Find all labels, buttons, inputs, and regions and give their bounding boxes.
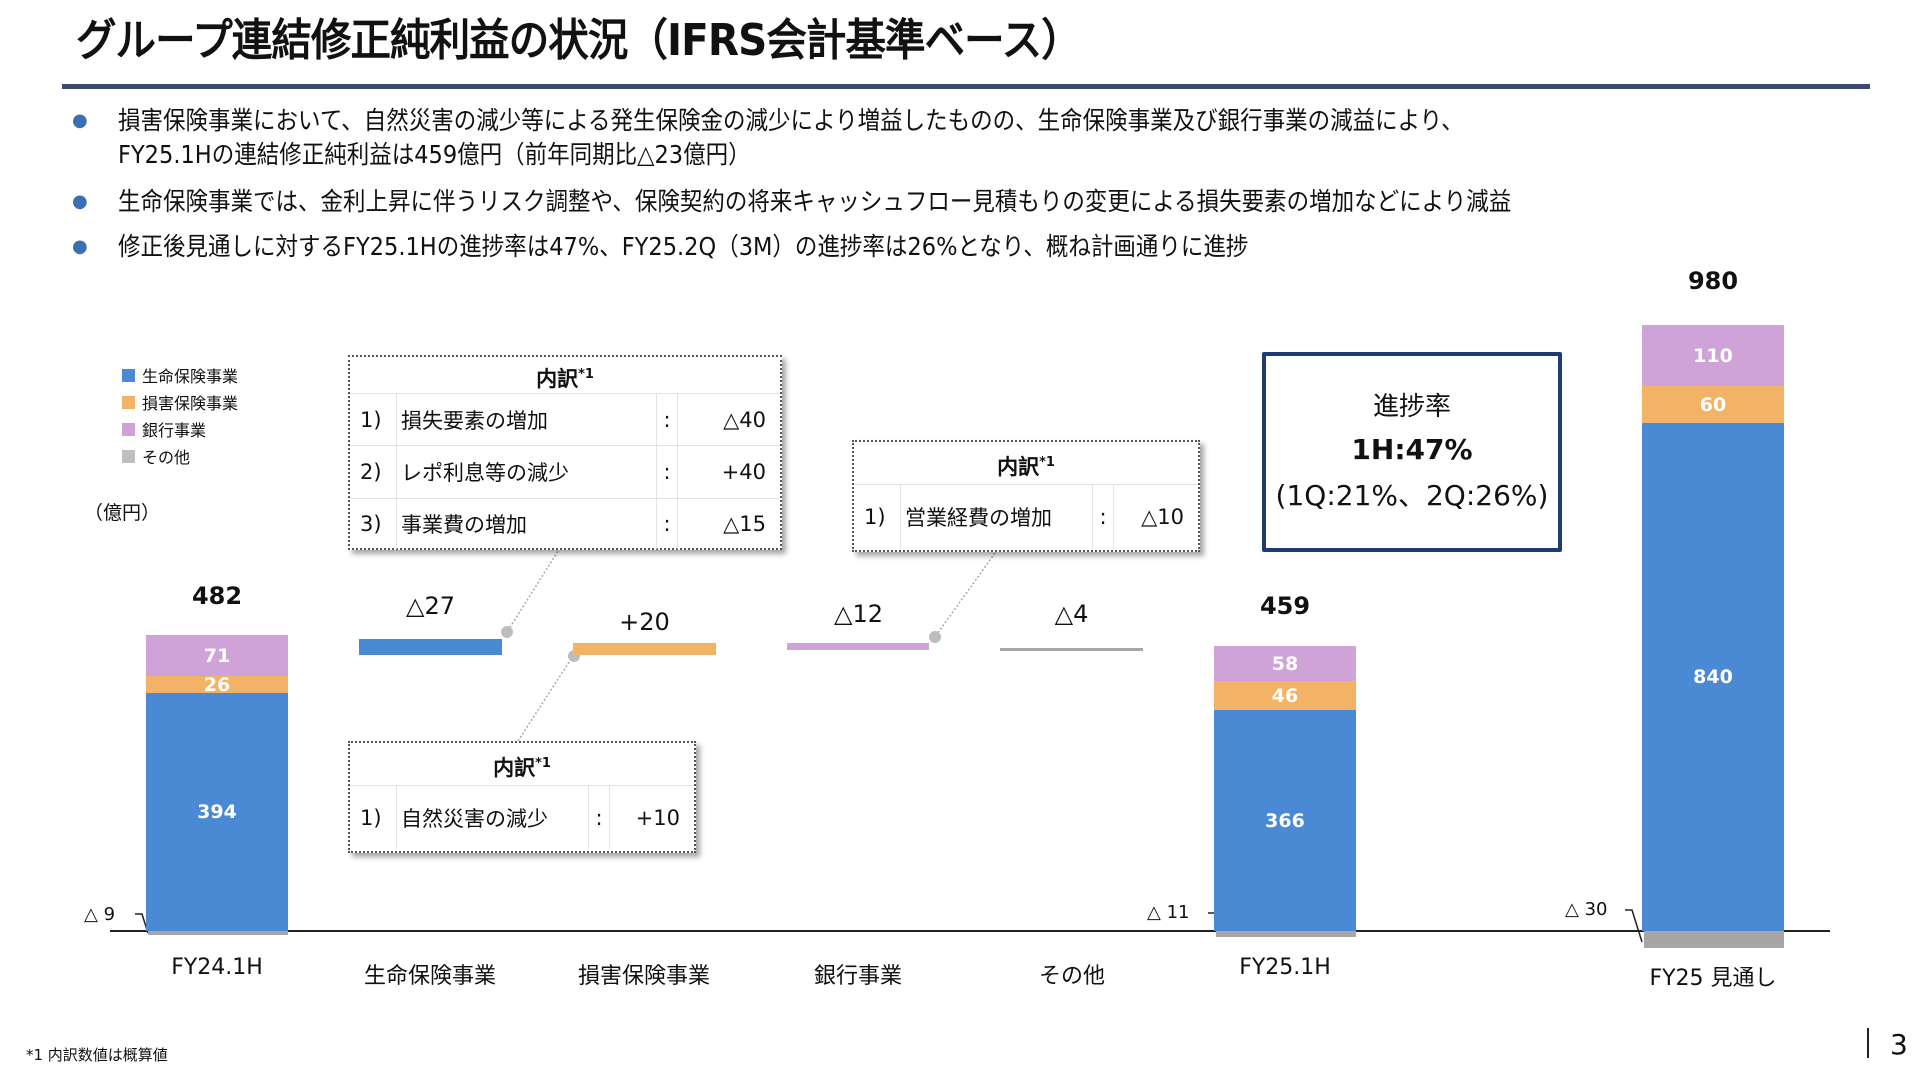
bar-total-fy25-forecast: 980 — [1687, 267, 1739, 295]
legend-label: その他 — [142, 448, 191, 467]
bullet-3-line1: 修正後見通しに対するFY25.1Hの進捗率は47%、FY25.2Q（3M）の進捗… — [118, 232, 1249, 261]
callout-row: 3) 事業費の増加: △15 — [350, 499, 780, 549]
delta-bar-other — [1000, 648, 1143, 651]
callout-title: 内訳*1 — [350, 357, 780, 394]
bar-fy25-1h-nonlife: 46 — [1214, 681, 1356, 710]
delta-label-bank: △12 — [834, 600, 883, 628]
bullet-dot-icon: ● — [72, 236, 88, 257]
legend-swatch-icon — [122, 368, 135, 382]
bullet-2: ● 生命保険事業では、金利上昇に伴うリスク調整や、保険契約の将来キャッシュフロー… — [72, 185, 1772, 219]
legend-swatch-icon — [122, 422, 135, 436]
legend-label: 銀行事業 — [142, 421, 207, 440]
legend-label: 生命保険事業 — [142, 367, 239, 386]
unit-label: （億円） — [84, 502, 161, 524]
callout-row: 2) レポ利息等の減少: +40 — [350, 446, 780, 499]
bar-fy25-1h-bank: 58 — [1214, 646, 1356, 681]
progress-rate-box: 進捗率 1H:47% (1Q:21%、2Q:26%) — [1262, 352, 1562, 552]
callout-life-breakdown: 内訳*1 1) 損失要素の増加: △40 2) レポ利息等の減少: +40 3) 事業費の… — [348, 355, 782, 550]
delta-label-life: △27 — [406, 592, 455, 620]
x-label-fy25-1h: FY25.1H — [1239, 955, 1331, 980]
x-label-other: その他 — [1038, 964, 1105, 989]
header-rule — [62, 84, 1870, 89]
callout-row: 1) 損失要素の増加: △40 — [350, 394, 780, 446]
legend-item-other: その他 — [122, 444, 190, 468]
bullet-dot-icon: ● — [72, 191, 88, 212]
delta-bar-life — [359, 639, 502, 655]
bar-fy25-forecast-life: 840 — [1642, 423, 1784, 931]
x-label-bank: 銀行事業 — [813, 964, 902, 989]
delta-bar-bank — [787, 643, 929, 650]
bullet-2-line1: 生命保険事業では、金利上昇に伴うリスク調整や、保険契約の将来キャッシュフロー見積… — [118, 187, 1512, 216]
bar-fy24-life: 394 — [146, 693, 288, 931]
x-label-fy25-forecast: FY25 見通し — [1649, 966, 1777, 991]
bullet-dot-icon: ● — [72, 110, 88, 131]
bar-fy25-1h-life: 366 — [1214, 710, 1356, 931]
delta-label-nonlife: +20 — [619, 608, 670, 636]
bar-fy25-forecast-nonlife: 60 — [1642, 386, 1784, 423]
x-label-nonlife: 損害保険事業 — [577, 964, 710, 989]
bar-fy25-forecast-bank: 110 — [1642, 325, 1784, 386]
legend-item-life: 生命保険事業 — [122, 363, 238, 387]
other-note-fy25-1h: △ 11 — [1147, 902, 1190, 923]
progress-label: 進捗率 — [1372, 392, 1451, 422]
page-separator — [1867, 1028, 1869, 1058]
bullet-1: ● 損害保険事業において、自然災害の減少等による発生保険金の減少により増益したも… — [72, 104, 1772, 174]
bar-fy25-1h-other — [1216, 931, 1356, 937]
legend-item-bank: 銀行事業 — [122, 417, 206, 441]
callout-row: 1) 自然災害の減少: +10 — [350, 786, 694, 850]
bar-fy25-forecast-other — [1644, 931, 1784, 948]
progress-detail: (1Q:21%、2Q:26%) — [1275, 479, 1549, 512]
bar-fy24-nonlife: 26 — [146, 674, 288, 696]
delta-label-other: △4 — [1054, 600, 1089, 628]
legend-swatch-icon — [122, 395, 135, 409]
callout-row: 1) 営業経費の増加: △10 — [854, 485, 1198, 549]
x-label-life: 生命保険事業 — [363, 964, 496, 989]
bullet-1-line2: FY25.1Hの連結修正純利益は459億円（前年同期比△23億円） — [118, 140, 751, 169]
bar-total-fy25-1h: 459 — [1259, 592, 1311, 620]
other-note-fy25-forecast: △ 30 — [1565, 899, 1608, 920]
callout-nonlife-breakdown: 内訳*1 1) 自然災害の減少: +10 — [348, 741, 696, 853]
legend-item-nonlife: 損害保険事業 — [122, 390, 238, 414]
footnote: *1 内訳数値は概算値 — [26, 1046, 168, 1064]
delta-bar-nonlife — [573, 643, 716, 655]
callout-title: 内訳*1 — [854, 442, 1198, 485]
bullet-1-line1: 損害保険事業において、自然災害の減少等による発生保険金の減少により増益したものの… — [118, 106, 1464, 135]
legend-label: 損害保険事業 — [142, 394, 239, 413]
progress-main: 1H:47% — [1351, 433, 1473, 466]
other-note-fy24: △ 9 — [84, 904, 116, 925]
page-number: 3 — [1890, 1028, 1908, 1061]
callout-title: 内訳*1 — [350, 743, 694, 786]
legend-swatch-icon — [122, 449, 135, 463]
bar-fy24-other — [148, 931, 288, 935]
bar-total-fy24: 482 — [191, 582, 243, 610]
callout-bank-breakdown: 内訳*1 1) 営業経費の増加: △10 — [852, 440, 1200, 552]
bar-fy24-bank: 71 — [146, 635, 288, 676]
page-title: グループ連結修正純利益の状況（IFRS会計基準ベース） — [76, 15, 1082, 66]
x-label-fy24: FY24.1H — [171, 955, 263, 980]
bullet-3: ● 修正後見通しに対するFY25.1Hの進捗率は47%、FY25.2Q（3M）の… — [72, 230, 1772, 264]
